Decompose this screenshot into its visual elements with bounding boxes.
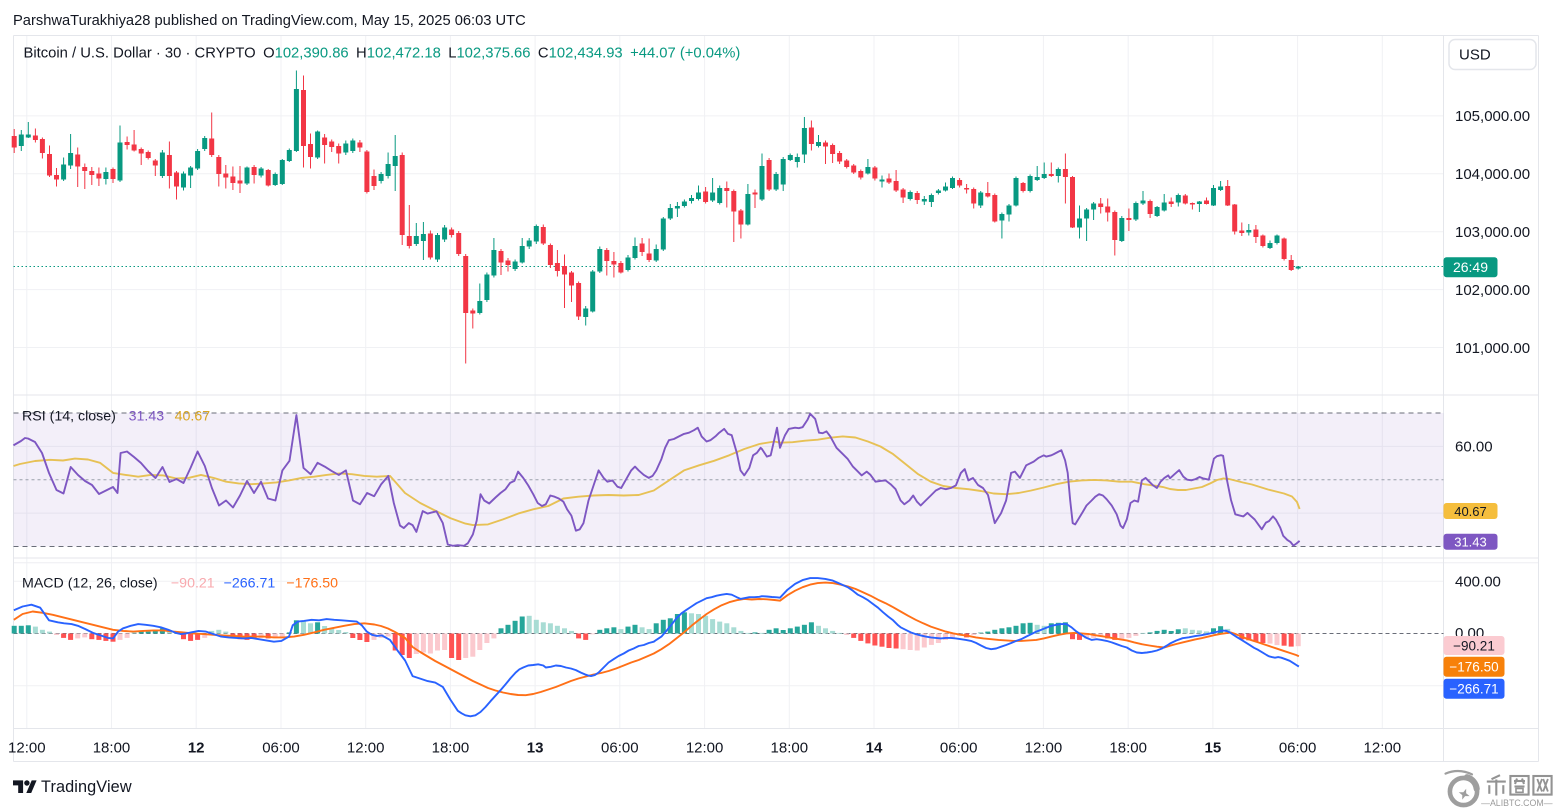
svg-text:USD: USD <box>1459 47 1491 64</box>
svg-text:12:00: 12:00 <box>686 740 724 757</box>
svg-text:60.00: 60.00 <box>1455 439 1493 456</box>
svg-text:MACD (12, 26, close): MACD (12, 26, close) <box>22 576 158 592</box>
svg-text:12: 12 <box>188 740 205 757</box>
svg-text:−266.71: −266.71 <box>224 576 276 592</box>
svg-text:103,000.00: 103,000.00 <box>1455 224 1530 241</box>
svg-text:31.43: 31.43 <box>1454 535 1487 550</box>
svg-text:18:00: 18:00 <box>771 740 809 757</box>
svg-text:15: 15 <box>1205 740 1222 757</box>
svg-text:12:00: 12:00 <box>347 740 385 757</box>
svg-text:—ALIBTC.COM—: —ALIBTC.COM— <box>1481 798 1553 808</box>
svg-text:RSI (14, close): RSI (14, close) <box>22 409 116 425</box>
svg-text:−90.21: −90.21 <box>1453 638 1495 653</box>
svg-text:104,000.00: 104,000.00 <box>1455 166 1530 183</box>
svg-text:18:00: 18:00 <box>1109 740 1147 757</box>
svg-text:13: 13 <box>527 740 544 757</box>
svg-text:12:00: 12:00 <box>1364 740 1402 757</box>
svg-text:18:00: 18:00 <box>432 740 470 757</box>
svg-text:06:00: 06:00 <box>601 740 639 757</box>
svg-text:105,000.00: 105,000.00 <box>1455 108 1530 125</box>
svg-text:−90.21: −90.21 <box>171 576 215 592</box>
svg-text:102,000.00: 102,000.00 <box>1455 282 1530 299</box>
svg-text:400.00: 400.00 <box>1455 574 1501 591</box>
svg-text:TradingView: TradingView <box>41 778 132 796</box>
svg-text:ParshwaTurakhiya28 published o: ParshwaTurakhiya28 published on TradingV… <box>13 13 526 29</box>
svg-text:26:49: 26:49 <box>1453 259 1488 275</box>
svg-text:14: 14 <box>866 740 883 757</box>
svg-text:Bitcoin / U.S. Dollar · 30 · C: Bitcoin / U.S. Dollar · 30 · CRYPTO O102… <box>24 46 741 62</box>
svg-text:40.67: 40.67 <box>175 409 211 425</box>
svg-text:−176.50: −176.50 <box>286 576 338 592</box>
svg-text:101,000.00: 101,000.00 <box>1455 340 1530 357</box>
svg-text:06:00: 06:00 <box>262 740 300 757</box>
svg-text:06:00: 06:00 <box>940 740 978 757</box>
svg-text:40.67: 40.67 <box>1454 504 1487 519</box>
svg-text:06:00: 06:00 <box>1279 740 1317 757</box>
svg-text:31.43: 31.43 <box>129 409 165 425</box>
svg-text:18:00: 18:00 <box>93 740 131 757</box>
svg-text:−266.71: −266.71 <box>1449 682 1498 697</box>
svg-text:12:00: 12:00 <box>8 740 46 757</box>
svg-text:12:00: 12:00 <box>1025 740 1063 757</box>
svg-text:−176.50: −176.50 <box>1449 660 1498 675</box>
